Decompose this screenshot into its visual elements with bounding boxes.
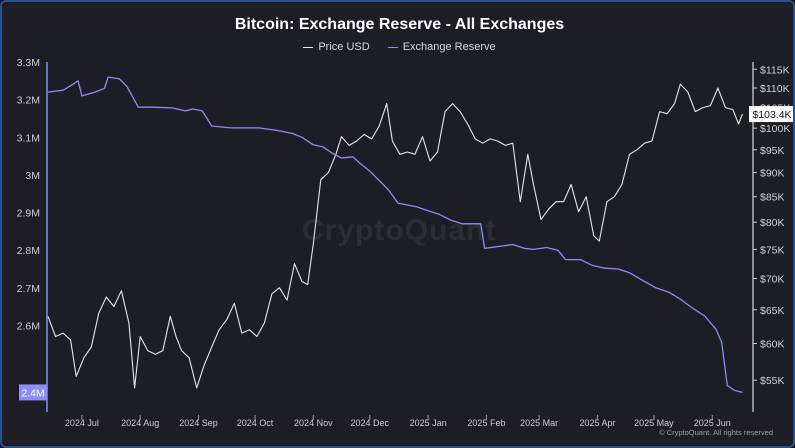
left-axis-tick-label: 3M bbox=[25, 170, 40, 182]
x-axis-tick-label: 2024 Nov bbox=[294, 418, 333, 428]
legend-swatch-price bbox=[303, 46, 314, 48]
x-axis-tick-label: 2024 Jul bbox=[65, 418, 99, 428]
right-axis-tick-label: $80K bbox=[760, 217, 785, 229]
legend-label-price: Price USD bbox=[318, 41, 370, 53]
x-axis-tick-label: 2024 Aug bbox=[121, 418, 159, 428]
left-axis-tick-label: 2.8M bbox=[17, 245, 40, 257]
right-axis-tick-label: $70K bbox=[760, 274, 785, 286]
right-axis-tick-label: $95K bbox=[760, 145, 785, 157]
watermark: CryptoQuant bbox=[302, 214, 497, 247]
chart-title: Bitcoin: Exchange Reserve - All Exchange… bbox=[234, 16, 565, 33]
x-axis-tick-label: 2025 Mar bbox=[520, 418, 558, 428]
x-axis-tick-label: 2025 May bbox=[634, 418, 674, 428]
right-axis-tick-label: $85K bbox=[760, 192, 785, 204]
right-axis-tick-label: $75K bbox=[760, 244, 785, 256]
x-axis-tick-label: 2025 Feb bbox=[467, 418, 505, 428]
x-axis-tick-label: 2024 Sep bbox=[179, 418, 218, 428]
left-axis-tick-label: 2.7M bbox=[17, 283, 40, 295]
left-axis-tick-label: 2.9M bbox=[17, 208, 40, 220]
legend-label-reserve: Exchange Reserve bbox=[402, 41, 496, 53]
right-axis-tick-label: $65K bbox=[760, 305, 785, 317]
current-price-label: $103.4K bbox=[749, 106, 793, 123]
chart-legend: Price USD Exchange Reserve bbox=[2, 41, 793, 53]
right-axis-tick-label: $55K bbox=[760, 375, 785, 387]
x-axis-tick-label: 2025 Apr bbox=[579, 418, 615, 428]
right-axis-tick-label: $115K bbox=[760, 64, 790, 76]
legend-item-price[interactable]: Price USD bbox=[303, 41, 370, 53]
copyright-credit: © CryptoQuant. All rights reserved bbox=[659, 428, 773, 437]
x-axis-tick-label: 2024 Oct bbox=[237, 418, 274, 428]
right-axis-tick-label: $60K bbox=[760, 338, 785, 350]
x-axis-tick-label: 2025 Jan bbox=[410, 418, 447, 428]
x-axis-tick-label: 2025 Jun bbox=[694, 418, 731, 428]
right-axis-tick-label: $90K bbox=[760, 168, 785, 180]
current-price-text: $103.4K bbox=[752, 109, 791, 121]
left-axis-tick-label: 3.2M bbox=[17, 95, 40, 107]
legend-item-reserve[interactable]: Exchange Reserve bbox=[387, 41, 496, 53]
left-axis-tick-label: 3.3M bbox=[17, 57, 40, 69]
current-reserve-label: 2.4M bbox=[19, 384, 47, 401]
right-axis-tick-label: $100K bbox=[760, 123, 790, 135]
series-line-price bbox=[47, 83, 743, 389]
x-axis-tick-label: 2024 Dec bbox=[351, 418, 390, 428]
legend-swatch-reserve bbox=[387, 46, 398, 48]
current-reserve-text: 2.4M bbox=[21, 387, 44, 399]
series-line-reserve bbox=[47, 76, 743, 394]
left-axis-tick-label: 3.1M bbox=[17, 132, 40, 144]
right-axis-tick-label: $110K bbox=[760, 83, 790, 95]
left-axis-tick-label: 2.6M bbox=[17, 320, 40, 332]
